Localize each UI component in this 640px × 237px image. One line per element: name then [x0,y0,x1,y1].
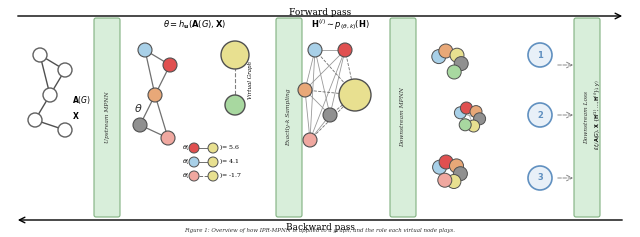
Ellipse shape [453,167,467,181]
Ellipse shape [454,107,467,119]
Ellipse shape [138,43,152,57]
FancyBboxPatch shape [574,18,600,217]
Text: $\theta$: $\theta$ [134,102,142,114]
Ellipse shape [161,131,175,145]
Ellipse shape [189,143,199,153]
FancyBboxPatch shape [94,18,120,217]
Text: $)$= 5.6: $)$= 5.6 [219,143,240,152]
Ellipse shape [58,63,72,77]
Text: $)$= -1.7: $)$= -1.7 [219,172,242,181]
Ellipse shape [225,95,245,115]
Text: $\theta($: $\theta($ [182,172,190,181]
Text: $)$= 4.1: $)$= 4.1 [219,158,240,167]
Ellipse shape [43,88,57,102]
Ellipse shape [528,166,552,190]
Text: $\theta($: $\theta($ [182,158,190,167]
Ellipse shape [450,48,464,62]
Ellipse shape [298,83,312,97]
Ellipse shape [439,155,453,169]
Ellipse shape [528,103,552,127]
Ellipse shape [323,108,337,122]
Ellipse shape [474,113,486,125]
Ellipse shape [33,48,47,62]
Text: $\mathbf{X}$: $\mathbf{X}$ [72,109,80,120]
Text: Exactly-k Sampling: Exactly-k Sampling [287,89,291,146]
Ellipse shape [338,43,352,57]
Ellipse shape [433,160,447,174]
Text: $\theta = h_{\mathbf{u}}(\mathbf{A}(G), \mathbf{X})$: $\theta = h_{\mathbf{u}}(\mathbf{A}(G), … [163,19,227,31]
Ellipse shape [432,50,446,64]
Ellipse shape [189,171,199,181]
Ellipse shape [148,88,162,102]
Ellipse shape [439,44,453,58]
Ellipse shape [189,157,199,167]
Ellipse shape [28,113,42,127]
Ellipse shape [470,106,482,118]
Ellipse shape [303,133,317,147]
Text: $\mathbf{A}(G)$: $\mathbf{A}(G)$ [72,94,91,106]
Text: $\theta($: $\theta($ [182,143,190,152]
Ellipse shape [454,57,468,71]
Ellipse shape [208,171,218,181]
Text: 1: 1 [537,50,543,59]
Ellipse shape [208,157,218,167]
FancyBboxPatch shape [276,18,302,217]
Text: Downstream MPNN: Downstream MPNN [401,87,406,147]
Ellipse shape [447,174,461,188]
Text: Forward pass: Forward pass [289,8,351,17]
Text: 2: 2 [537,110,543,119]
Ellipse shape [528,43,552,67]
Text: 3: 3 [537,173,543,182]
FancyBboxPatch shape [390,18,416,217]
Ellipse shape [221,41,249,69]
Ellipse shape [208,143,218,153]
Text: Figure 1: Overview of how IPR-MPNN is applied to a graph, and the role each virt: Figure 1: Overview of how IPR-MPNN is ap… [184,228,456,233]
Ellipse shape [438,173,452,187]
Text: $\mathbf{H}^{(i)} \sim p_{(\theta,k)}(\mathbf{H})$: $\mathbf{H}^{(i)} \sim p_{(\theta,k)}(\m… [310,17,369,33]
Ellipse shape [58,123,72,137]
Ellipse shape [308,43,322,57]
Ellipse shape [460,119,471,131]
Text: Upstream MPNN: Upstream MPNN [104,92,109,143]
Text: Downstream Loss: Downstream Loss [584,91,589,144]
Ellipse shape [468,120,479,132]
Text: Virtual Graph: Virtual Graph [248,61,253,99]
Ellipse shape [460,102,472,114]
Ellipse shape [133,118,147,132]
Ellipse shape [163,58,177,72]
Ellipse shape [339,79,371,111]
Ellipse shape [447,65,461,79]
Text: $\ell\!\left(f_v\!\left(\mathbf{A}(G),\mathbf{X},\{\mathbf{H}^{(1)}\!,\ldots,\ma: $\ell\!\left(f_v\!\left(\mathbf{A}(G),\m… [593,80,603,150]
Ellipse shape [449,159,463,173]
Text: Backward pass: Backward pass [285,223,355,232]
